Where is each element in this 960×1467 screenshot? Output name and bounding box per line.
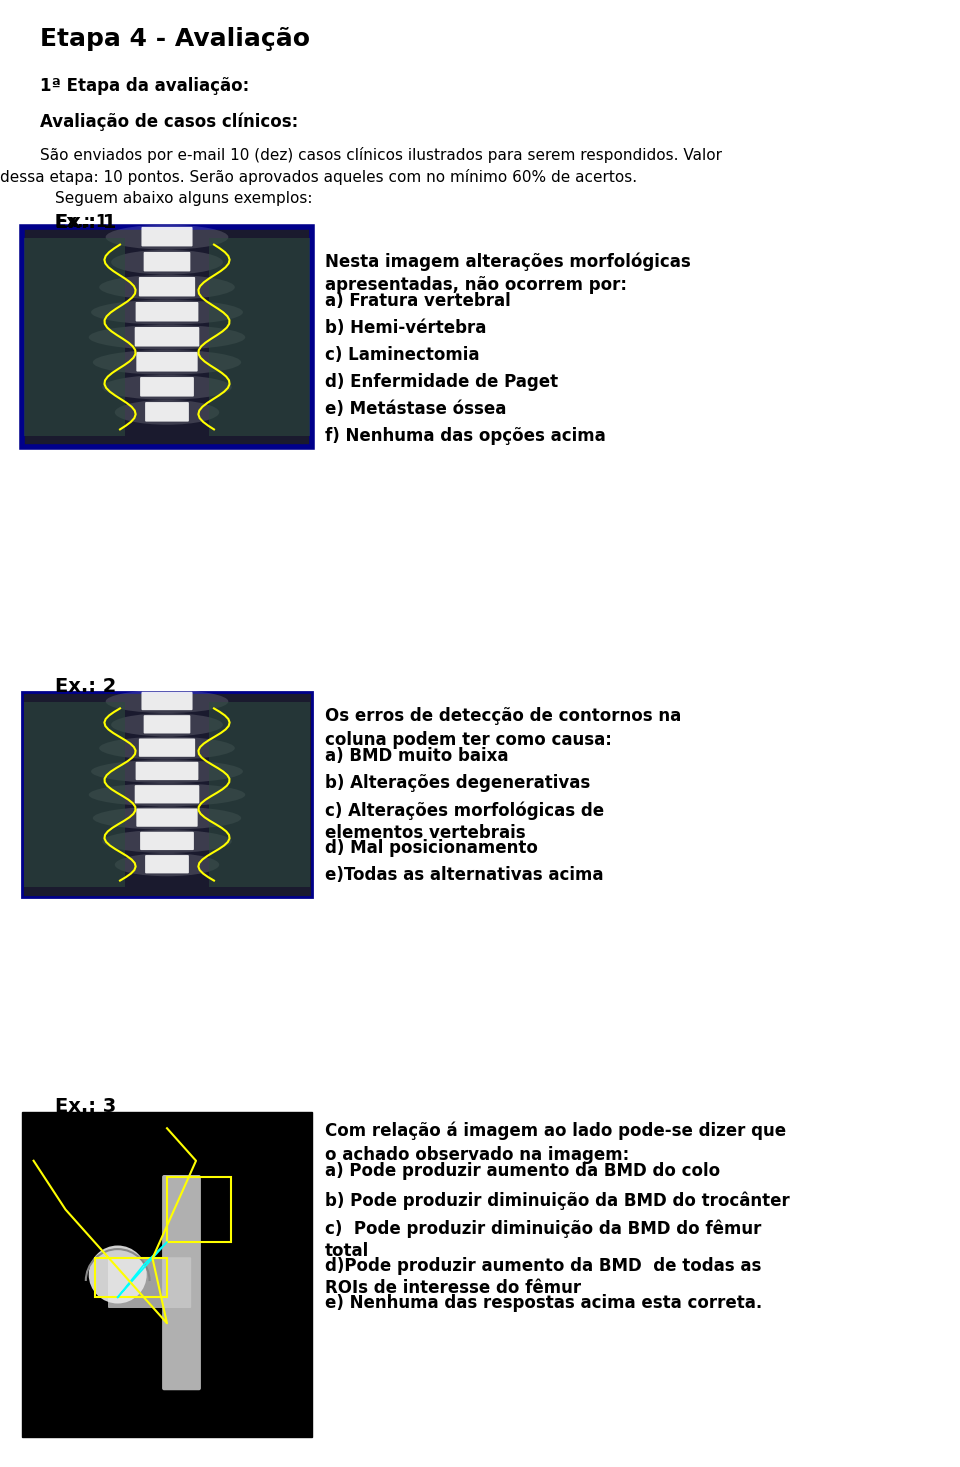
FancyBboxPatch shape: [136, 352, 198, 371]
FancyBboxPatch shape: [139, 738, 195, 757]
Ellipse shape: [93, 351, 241, 374]
Text: Os erros de detecção de contornos na
coluna podem ter como causa:: Os erros de detecção de contornos na col…: [325, 707, 682, 748]
Bar: [24, 703, 125, 886]
Bar: [22, 692, 312, 896]
Text: dessa etapa: 10 pontos. Serão aprovados aqueles com no mínimo 60% de acertos.: dessa etapa: 10 pontos. Serão aprovados …: [0, 169, 637, 185]
Ellipse shape: [93, 807, 241, 830]
Text: f) Nenhuma das opções acima: f) Nenhuma das opções acima: [325, 427, 606, 445]
FancyBboxPatch shape: [134, 327, 200, 346]
Text: Avaliação de casos clínicos:: Avaliação de casos clínicos:: [40, 111, 299, 131]
FancyBboxPatch shape: [135, 302, 199, 321]
FancyBboxPatch shape: [108, 1257, 191, 1309]
FancyBboxPatch shape: [162, 1175, 201, 1391]
FancyBboxPatch shape: [145, 855, 189, 873]
Text: Etapa 4 - Avaliação: Etapa 4 - Avaliação: [40, 26, 310, 51]
FancyBboxPatch shape: [141, 227, 193, 246]
Bar: [208, 238, 310, 436]
Ellipse shape: [103, 830, 231, 852]
Circle shape: [88, 1245, 147, 1304]
Bar: [22, 227, 312, 447]
Text: e) Nenhuma das respostas acima esta correta.: e) Nenhuma das respostas acima esta corr…: [325, 1294, 762, 1311]
FancyBboxPatch shape: [140, 377, 194, 396]
Text: e)Todas as alternativas acima: e)Todas as alternativas acima: [325, 866, 604, 885]
Text: d)Pode produzir aumento da BMD  de todas as
ROIs de interesse do fêmur: d)Pode produzir aumento da BMD de todas …: [325, 1257, 761, 1297]
Text: Ex.: 3: Ex.: 3: [55, 1097, 116, 1116]
Ellipse shape: [106, 224, 228, 249]
Bar: [208, 703, 310, 886]
FancyBboxPatch shape: [145, 402, 189, 421]
FancyBboxPatch shape: [144, 714, 190, 734]
Text: d) Enfermidade de Paget: d) Enfermidade de Paget: [325, 373, 558, 392]
Text: b) Hemi-vértebra: b) Hemi-vértebra: [325, 318, 487, 337]
Text: b) Alterações degenerativas: b) Alterações degenerativas: [325, 775, 590, 792]
Text: São enviados por e-mail 10 (dez) casos clínicos ilustrados para serem respondido: São enviados por e-mail 10 (dez) casos c…: [40, 147, 722, 163]
Text: Com relação á imagem ao lado pode-se dizer que
o achado observado na imagem:: Com relação á imagem ao lado pode-se diz…: [325, 1122, 786, 1165]
Text: 1ª Etapa da avaliação:: 1ª Etapa da avaliação:: [40, 76, 250, 95]
Text: Seguem abaixo alguns exemplos:: Seguem abaixo alguns exemplos:: [55, 191, 313, 205]
Bar: [22, 1112, 312, 1438]
Bar: [94, 1259, 167, 1297]
Text: Ex.: 1: Ex.: 1: [55, 213, 108, 230]
Ellipse shape: [106, 689, 228, 713]
Text: Ex.: 1: Ex.: 1: [55, 213, 116, 232]
Text: c)  Pode produzir diminuição da BMD do fêmur
total: c) Pode produzir diminuição da BMD do fê…: [325, 1219, 761, 1260]
Ellipse shape: [111, 713, 223, 736]
Bar: [24, 238, 125, 436]
Ellipse shape: [91, 760, 243, 783]
FancyBboxPatch shape: [141, 692, 193, 710]
Text: e) Metástase óssea: e) Metástase óssea: [325, 400, 506, 418]
Ellipse shape: [111, 249, 223, 274]
Text: b) Pode produzir diminuição da BMD do trocânter: b) Pode produzir diminuição da BMD do tr…: [325, 1193, 790, 1210]
Ellipse shape: [88, 324, 245, 349]
Text: a) Fratura vertebral: a) Fratura vertebral: [325, 292, 511, 310]
Ellipse shape: [103, 376, 231, 399]
Ellipse shape: [115, 400, 219, 425]
Ellipse shape: [99, 736, 235, 760]
FancyBboxPatch shape: [134, 785, 200, 804]
Text: d) Mal posicionamento: d) Mal posicionamento: [325, 839, 538, 857]
Ellipse shape: [88, 783, 245, 807]
Ellipse shape: [115, 854, 219, 876]
Text: c) Laminectomia: c) Laminectomia: [325, 346, 479, 364]
Ellipse shape: [91, 299, 243, 324]
Bar: [167, 1177, 230, 1243]
Text: Nesta imagem alterações morfológicas
apresentadas, não ocorrem por:: Nesta imagem alterações morfológicas apr…: [325, 252, 691, 293]
Ellipse shape: [99, 274, 235, 299]
FancyBboxPatch shape: [136, 808, 198, 827]
FancyBboxPatch shape: [144, 252, 190, 271]
FancyBboxPatch shape: [139, 277, 195, 296]
Text: Ex.: 2: Ex.: 2: [55, 676, 116, 695]
FancyBboxPatch shape: [135, 761, 199, 780]
Text: a) BMD muito baixa: a) BMD muito baixa: [325, 747, 509, 764]
Text: c) Alterações morfológicas de
elementos vertebrais: c) Alterações morfológicas de elementos …: [325, 801, 604, 842]
FancyBboxPatch shape: [140, 832, 194, 849]
Text: a) Pode produzir aumento da BMD do colo: a) Pode produzir aumento da BMD do colo: [325, 1162, 720, 1179]
